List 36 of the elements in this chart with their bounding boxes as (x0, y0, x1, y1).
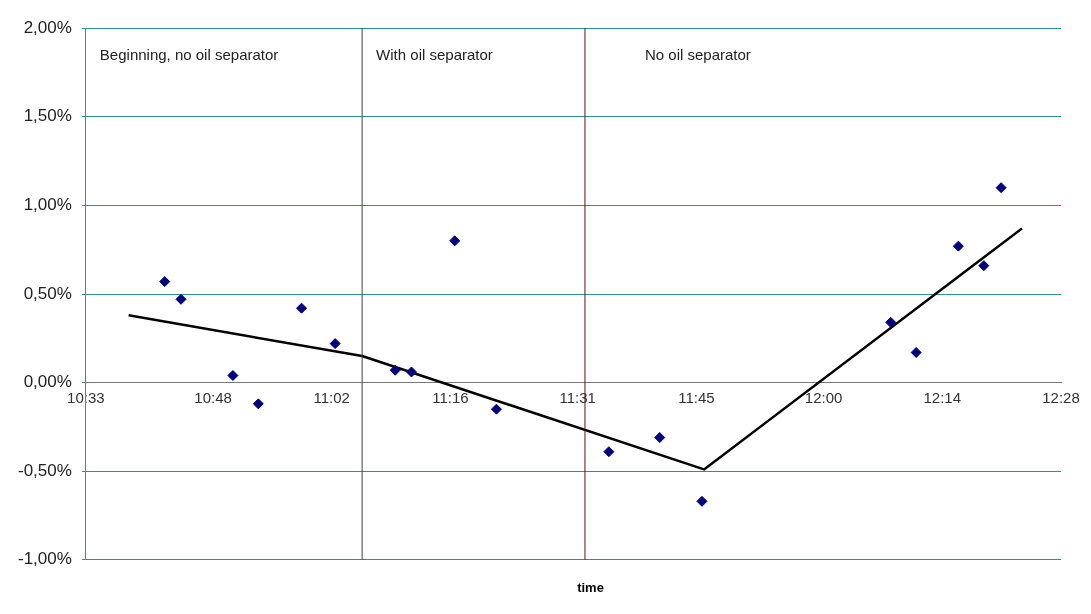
point (654, 432, 666, 444)
point (159, 276, 171, 288)
y-tick-label: -0,50% (17, 460, 72, 480)
x-tick-label: 11:16 (432, 388, 469, 406)
y-tick-label: 1,00% (23, 195, 72, 215)
point (910, 346, 922, 358)
point (490, 403, 502, 415)
point (696, 495, 708, 507)
point (995, 182, 1007, 194)
x-tick-label: 11:45 (678, 388, 715, 406)
point (978, 260, 990, 272)
point (175, 293, 187, 305)
y-tick-label: 2,00% (23, 17, 72, 37)
point (449, 235, 461, 247)
x-tick-label: 10:48 (194, 388, 232, 406)
y-tick-label: -1,00% (17, 549, 72, 569)
point (603, 446, 615, 458)
point (252, 398, 264, 410)
point (227, 370, 239, 382)
point (389, 364, 401, 376)
x-axis-title: time (576, 580, 605, 595)
point (405, 366, 417, 378)
x-tick-label: 12:00 (804, 388, 843, 406)
x-tick-label: 12:28 (1042, 388, 1080, 406)
x-tick-label: 11:02 (313, 388, 350, 406)
annotation: Beginning, no oil separator (99, 46, 279, 64)
y-tick-label: 1,50% (23, 106, 72, 126)
annotation: No oil separator (644, 46, 751, 64)
x-tick-label: 12:14 (923, 388, 962, 406)
y-tick-label: 0,00% (23, 372, 72, 392)
point (885, 316, 897, 328)
point (329, 338, 341, 350)
y-tick-label: 0,50% (23, 283, 72, 303)
annotation: With oil separator (376, 46, 493, 64)
point (296, 302, 308, 314)
point (952, 240, 964, 252)
